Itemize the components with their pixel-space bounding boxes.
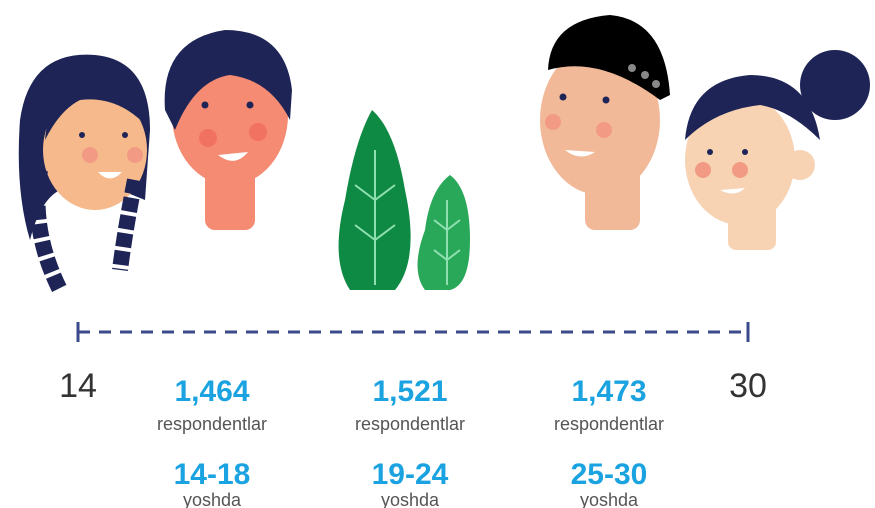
infographic: 14 30 1,464respondentlar14-18yoshda1,521…: [0, 0, 875, 508]
count: 1,473: [571, 375, 646, 408]
count: 1,521: [372, 375, 447, 408]
illustration: [19, 15, 870, 342]
count-label: respondentlar: [157, 414, 267, 434]
age-range: 25-30: [571, 458, 648, 491]
age-label: yoshda: [183, 490, 242, 508]
age-range: 14-18: [174, 458, 251, 491]
age-range: 19-24: [372, 458, 449, 491]
age-label: yoshda: [381, 490, 440, 508]
scale-end: 30: [729, 367, 767, 405]
age-label: yoshda: [580, 490, 639, 508]
count-label: respondentlar: [355, 414, 465, 434]
count: 1,464: [174, 375, 249, 408]
page: 14 30 1,464respondentlar14-18yoshda1,521…: [0, 0, 875, 508]
scale-start: 14: [59, 367, 97, 405]
count-label: respondentlar: [554, 414, 664, 434]
